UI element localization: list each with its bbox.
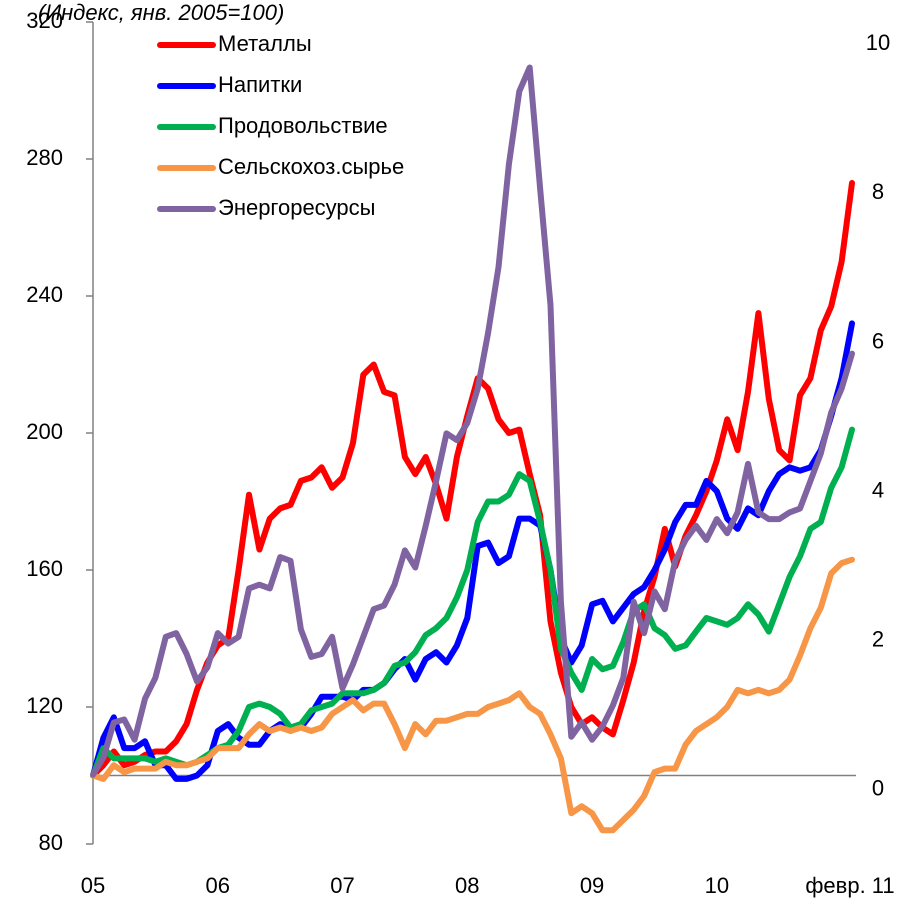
- y-tick-label: 160: [26, 556, 63, 581]
- y-tick-label: 240: [26, 282, 63, 307]
- series-line: [90, 64, 855, 778]
- series-line: [90, 320, 855, 782]
- legend-label: Металлы: [218, 31, 312, 56]
- legend-label: Энергоресурсы: [218, 195, 375, 220]
- series-line: [90, 556, 855, 834]
- legend-label: Сельскохоз.сырье: [218, 154, 404, 179]
- x-tick-label: 09: [580, 873, 604, 898]
- x-tick-label: 07: [330, 873, 354, 898]
- x-tick-label: 06: [206, 873, 230, 898]
- y2-tick-label: 4: [872, 477, 884, 502]
- y2-tick-label: 2: [872, 626, 884, 651]
- legend-label: Напитки: [218, 72, 302, 97]
- legend-label: Продовольствие: [218, 113, 388, 138]
- y-tick-label: 320: [26, 8, 63, 33]
- y2-tick-label: 6: [872, 328, 884, 353]
- y-tick-label: 120: [26, 693, 63, 718]
- y2-tick-label: 10: [866, 30, 890, 55]
- series-line: [90, 180, 855, 779]
- y-tick-label: 200: [26, 419, 63, 444]
- y-tick-label: 80: [39, 830, 63, 855]
- y-tick-label: 280: [26, 145, 63, 170]
- chart-title: (Индекс, янв. 2005=100): [38, 0, 284, 25]
- x-tick-label: 05: [81, 873, 105, 898]
- x-tick-label: 10: [705, 873, 729, 898]
- y2-tick-label: 8: [872, 179, 884, 204]
- x-tick-label: февр. 11: [805, 873, 894, 898]
- x-tick-label: 08: [455, 873, 479, 898]
- y2-tick-label: 0: [872, 775, 884, 800]
